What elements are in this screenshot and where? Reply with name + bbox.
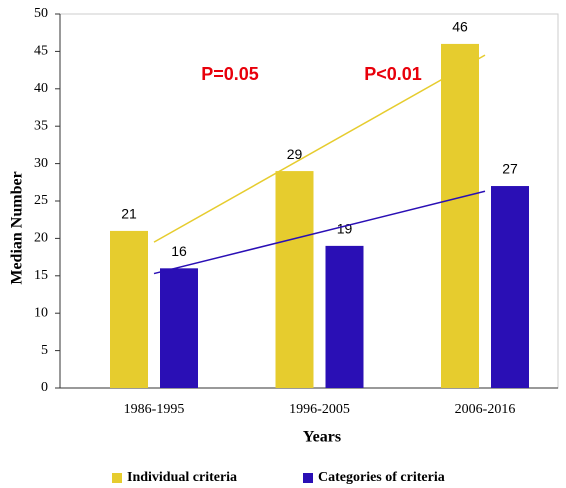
- y-tick-label: 10: [34, 305, 48, 320]
- bar: [275, 171, 314, 388]
- y-tick-label: 45: [34, 44, 48, 59]
- y-tick-label: 5: [41, 343, 48, 358]
- bar: [110, 230, 148, 388]
- value-label: 27: [502, 161, 518, 177]
- trend-line: [153, 54, 486, 243]
- x-tick-label: 1996-2005: [289, 402, 350, 417]
- annotation: P<0.01: [364, 64, 422, 84]
- y-tick-label: 50: [34, 6, 48, 21]
- legend-swatch: [112, 473, 122, 483]
- y-tick-label: 0: [41, 380, 48, 395]
- y-tick-label: 35: [34, 118, 48, 133]
- legend-swatch: [303, 473, 313, 483]
- bar: [441, 43, 479, 389]
- bar: [325, 245, 364, 388]
- y-tick-label: 30: [34, 156, 48, 171]
- bar: [160, 268, 198, 388]
- value-label: 19: [337, 221, 353, 237]
- value-label: 21: [121, 206, 137, 222]
- x-axis-label: Years: [303, 429, 341, 446]
- x-tick-label: 2006-2016: [455, 402, 516, 417]
- bar: [491, 186, 529, 388]
- x-tick-label: 1986-1995: [124, 402, 185, 417]
- value-label: 29: [287, 146, 303, 162]
- y-axis-label: Median Number: [9, 171, 26, 284]
- annotation: P=0.05: [201, 64, 259, 84]
- trend-line: [153, 190, 486, 275]
- legend-label: Categories of criteria: [318, 470, 445, 485]
- value-label: 46: [452, 19, 468, 35]
- y-tick-label: 40: [34, 81, 48, 96]
- y-tick-label: 25: [34, 193, 48, 208]
- legend-label: Individual criteria: [127, 470, 237, 485]
- value-label: 16: [171, 243, 187, 259]
- y-tick-label: 15: [34, 268, 48, 283]
- y-tick-label: 20: [34, 231, 48, 246]
